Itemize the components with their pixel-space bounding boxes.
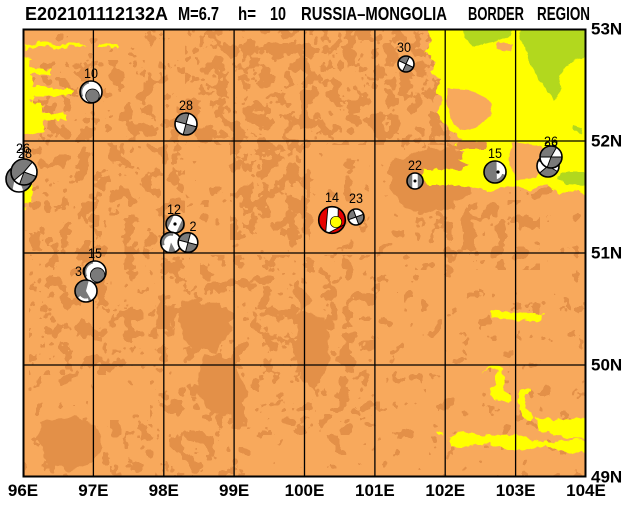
svg-text:M=6.7: M=6.7 xyxy=(178,4,219,24)
svg-text:h=: h= xyxy=(238,4,256,24)
svg-text:98E: 98E xyxy=(149,481,179,500)
svg-text:12: 12 xyxy=(167,202,181,217)
svg-text:104E: 104E xyxy=(566,481,606,500)
svg-text:E202101112132A: E202101112132A xyxy=(25,4,168,24)
svg-text:99E: 99E xyxy=(219,481,249,500)
svg-text:97E: 97E xyxy=(78,481,108,500)
svg-text:10: 10 xyxy=(270,4,286,24)
svg-text:53N: 53N xyxy=(591,20,622,39)
svg-text:14: 14 xyxy=(325,190,339,205)
svg-text:REGION: REGION xyxy=(537,4,590,24)
svg-text:102E: 102E xyxy=(425,481,465,500)
svg-text:103E: 103E xyxy=(496,481,536,500)
svg-text:28: 28 xyxy=(179,98,193,113)
svg-text:22: 22 xyxy=(408,158,422,173)
svg-text:15: 15 xyxy=(88,246,102,261)
svg-text:26: 26 xyxy=(16,141,30,156)
svg-text:15: 15 xyxy=(488,146,502,161)
svg-text:10: 10 xyxy=(84,66,98,81)
svg-text:52N: 52N xyxy=(591,132,622,151)
svg-text:50N: 50N xyxy=(591,356,622,375)
svg-text:23: 23 xyxy=(349,191,363,206)
svg-text:30: 30 xyxy=(397,40,411,55)
svg-text:2: 2 xyxy=(190,219,197,234)
svg-text:26: 26 xyxy=(544,134,558,149)
svg-text:49N: 49N xyxy=(591,468,622,487)
svg-text:BORDER: BORDER xyxy=(468,4,524,24)
svg-text:100E: 100E xyxy=(285,481,325,500)
svg-text:101E: 101E xyxy=(355,481,395,500)
svg-text:96E: 96E xyxy=(8,481,38,500)
svg-text:RUSSIA–MONGOLIA: RUSSIA–MONGOLIA xyxy=(301,4,447,24)
svg-text:51N: 51N xyxy=(591,244,622,263)
svg-text:28: 28 xyxy=(18,146,32,161)
